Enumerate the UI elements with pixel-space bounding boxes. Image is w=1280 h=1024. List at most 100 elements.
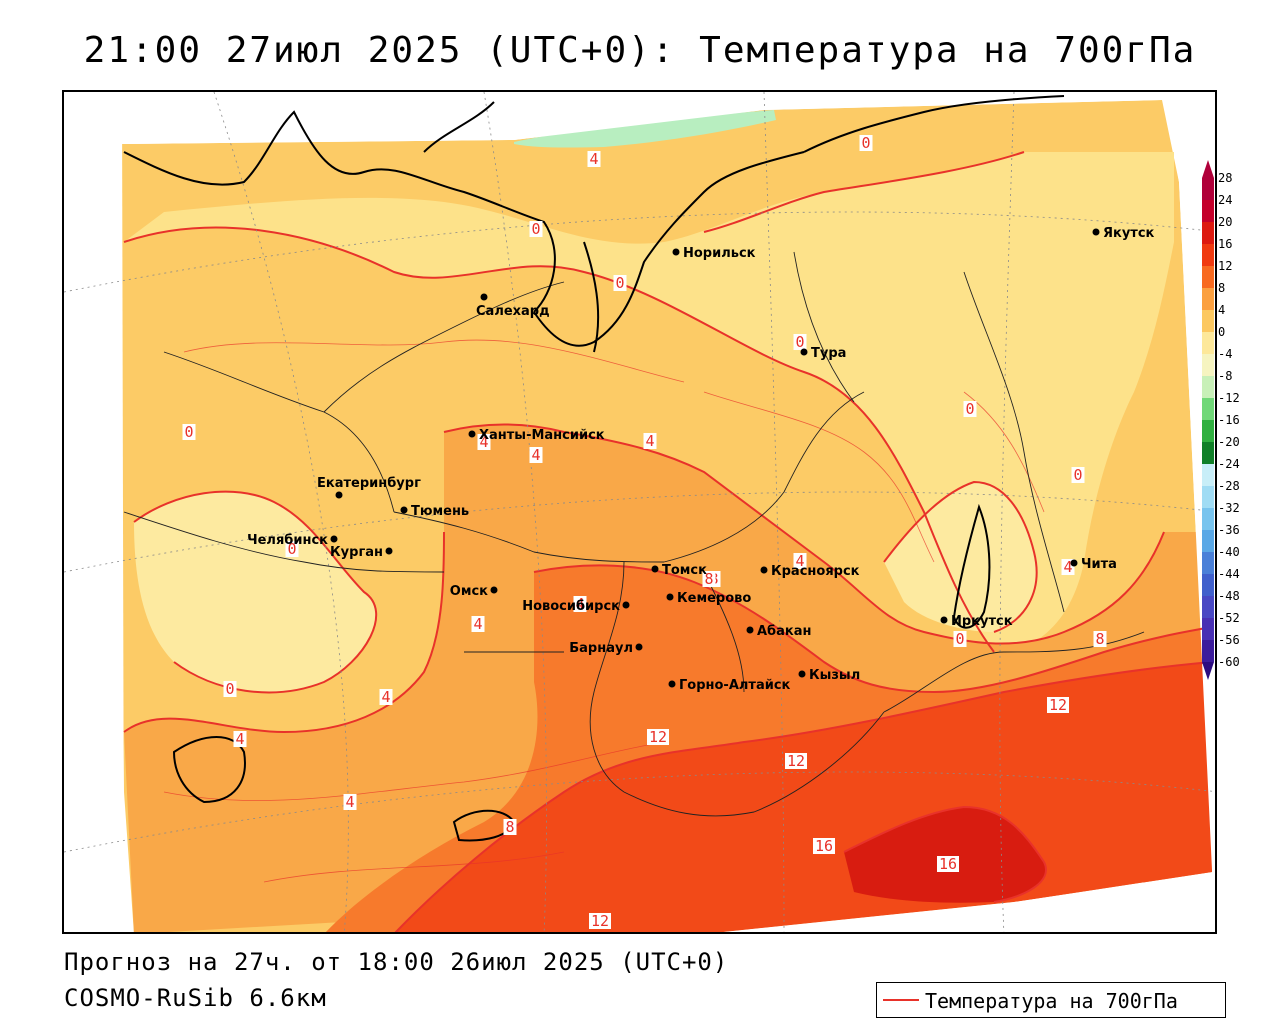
city-label: Абакан bbox=[757, 624, 812, 639]
city-label: Курган bbox=[330, 545, 383, 560]
contour-label: 8 bbox=[702, 570, 716, 588]
contour-label: 4 bbox=[793, 552, 807, 570]
city-marker: Чита bbox=[1070, 557, 1117, 572]
colorbar-tick-label: 4 bbox=[1218, 303, 1225, 317]
city-marker: Якутск bbox=[1092, 226, 1155, 241]
contour-label-text: 12 bbox=[1049, 696, 1067, 714]
contour-label-background bbox=[785, 753, 807, 769]
contour-label-background bbox=[859, 135, 873, 151]
city-dot bbox=[385, 547, 393, 555]
city-marker: Горно-Алтайск bbox=[668, 678, 791, 693]
contour-label-background bbox=[529, 447, 543, 463]
colorbar-band bbox=[1202, 508, 1214, 530]
city-label: Ханты-Мансийск bbox=[479, 428, 605, 443]
colorbar-tick-label: -52 bbox=[1218, 611, 1240, 625]
colorbar-band bbox=[1202, 200, 1214, 222]
contour-label: 0 bbox=[793, 333, 807, 351]
colorbar-band bbox=[1202, 288, 1214, 310]
contour-label: 4 bbox=[233, 730, 247, 748]
city-marker: Ханты-Мансийск bbox=[468, 428, 605, 443]
city-label: Салехард bbox=[476, 304, 550, 319]
coastlines bbox=[123, 95, 1065, 842]
contour-label: 4 bbox=[477, 433, 491, 451]
city-dot bbox=[746, 626, 754, 634]
colorbar-tick-label: -36 bbox=[1218, 523, 1240, 537]
city-dot bbox=[672, 248, 680, 256]
city-marker: Новосибирск bbox=[522, 599, 630, 614]
city-label: Тюмень bbox=[411, 504, 469, 519]
contour-label-background bbox=[1071, 467, 1085, 483]
colorbar-band bbox=[1202, 354, 1214, 376]
city-label: Норильск bbox=[683, 246, 756, 261]
city-marker: Кемерово bbox=[666, 591, 751, 606]
contour-label: 12 bbox=[1047, 696, 1069, 714]
city-marker: Тюмень bbox=[400, 504, 469, 519]
colorbar-band bbox=[1202, 640, 1214, 662]
contour-label: 0 bbox=[859, 134, 873, 152]
colorbar-tick-label: 20 bbox=[1218, 215, 1232, 229]
contour-label-background bbox=[573, 596, 587, 612]
contour-label-text: 4 bbox=[235, 730, 244, 748]
colorbar-tick-label: 16 bbox=[1218, 237, 1232, 251]
contour-label-background bbox=[343, 794, 357, 810]
contour-label-background bbox=[937, 856, 959, 872]
contour-label-background bbox=[1047, 697, 1069, 713]
city-marker: Тура bbox=[800, 346, 846, 361]
contour-label-background bbox=[793, 334, 807, 350]
colorbar-band bbox=[1202, 398, 1214, 420]
colorbar-tick-label: 12 bbox=[1218, 259, 1232, 273]
colorbar-tick-label: -20 bbox=[1218, 435, 1240, 449]
city-dot bbox=[760, 566, 768, 574]
city-label: Челябинск bbox=[247, 533, 328, 548]
city-dot bbox=[400, 506, 408, 514]
contour-label-text: 4 bbox=[345, 793, 354, 811]
contour-label-background bbox=[963, 401, 977, 417]
graticule bbox=[64, 92, 1215, 932]
contour-label-background bbox=[702, 571, 716, 587]
contour-label-background bbox=[529, 221, 543, 237]
contour-label-background bbox=[182, 424, 196, 440]
city-marker: Екатеринбург bbox=[317, 476, 421, 499]
contour-label: 0 bbox=[529, 220, 543, 238]
temperature-map: 4000000044444044400844881212121616128 Но… bbox=[64, 92, 1215, 932]
contour-label-text: 0 bbox=[861, 134, 870, 152]
contour-label-text: 8 bbox=[1095, 630, 1104, 648]
colorbar-tick-label: -32 bbox=[1218, 501, 1240, 515]
colorbar-tick-label: 8 bbox=[1218, 281, 1225, 295]
colorbar-band bbox=[1202, 618, 1214, 640]
colorbar-band bbox=[1202, 222, 1214, 244]
city-marker: Кызыл bbox=[798, 668, 860, 683]
city-label: Якутск bbox=[1103, 226, 1155, 241]
contour-label-background bbox=[1093, 631, 1107, 647]
contour-label: 12 bbox=[785, 752, 807, 770]
legend-line-swatch bbox=[883, 999, 919, 1001]
colorbar-tick-label: 24 bbox=[1218, 193, 1232, 207]
colorbar-tick-label: 0 bbox=[1218, 325, 1225, 339]
contour-label-text: 4 bbox=[479, 433, 488, 451]
contour-label: 4 bbox=[471, 615, 485, 633]
city-markers: Норильск Якутск Салехард Тура Ханты-Мансийск… bbox=[247, 226, 1154, 693]
colorbar-bottom-arrow bbox=[1202, 662, 1214, 680]
contour-label-background bbox=[477, 434, 491, 450]
colorbar-top-arrow bbox=[1202, 160, 1214, 178]
city-label: Барнаул bbox=[569, 641, 633, 656]
contour-label-text: 8 bbox=[704, 570, 713, 588]
map-panel: 4000000044444044400844881212121616128 Но… bbox=[62, 90, 1217, 934]
contour-label-background bbox=[587, 151, 601, 167]
colorbar-tick-label: -12 bbox=[1218, 391, 1240, 405]
colorbar-band bbox=[1202, 596, 1214, 618]
contour-label: 0 bbox=[613, 274, 627, 292]
contour-label-text: 4 bbox=[473, 615, 482, 633]
contour-label-text: 4 bbox=[531, 446, 540, 464]
contour-label-background bbox=[233, 731, 247, 747]
colorbar-tick-label: -56 bbox=[1218, 633, 1240, 647]
colorbar-tick-label: -16 bbox=[1218, 413, 1240, 427]
city-dot bbox=[651, 565, 659, 573]
legend-label: Температура на 700гПа bbox=[925, 989, 1178, 1013]
isotherm-detail-lines bbox=[163, 339, 1045, 883]
contour-label-text: 0 bbox=[225, 680, 234, 698]
contour-label-text: 4 bbox=[795, 552, 804, 570]
city-dot bbox=[1092, 228, 1100, 236]
colorbar-band bbox=[1202, 442, 1214, 464]
contour-label: 4 bbox=[587, 150, 601, 168]
